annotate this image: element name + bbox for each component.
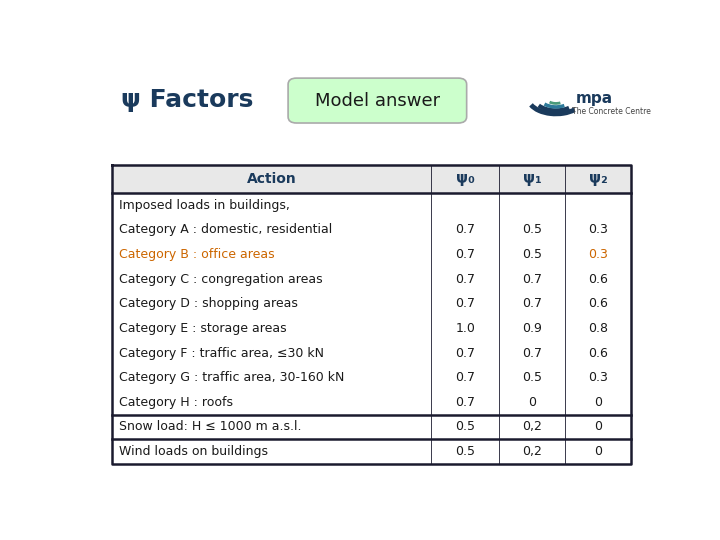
Text: 0.5: 0.5 [522,248,542,261]
Bar [112,267,631,292]
Text: Category H : roofs: Category H : roofs [119,396,233,409]
FancyBboxPatch shape [288,78,467,123]
Text: 0.7: 0.7 [522,273,542,286]
Text: 0: 0 [594,421,602,434]
Bar [112,165,631,193]
Text: 0,2: 0,2 [522,421,542,434]
Text: 0.3: 0.3 [588,248,608,261]
Text: ψ₂: ψ₂ [589,171,608,186]
Text: 0.5: 0.5 [522,371,542,384]
Text: Category B : office areas: Category B : office areas [119,248,274,261]
Text: Category A : domestic, residential: Category A : domestic, residential [119,224,332,237]
Bar [112,242,631,267]
Text: Category G : traffic area, 30-160 kN: Category G : traffic area, 30-160 kN [119,371,344,384]
Text: 0.3: 0.3 [588,224,608,237]
Text: 0: 0 [594,445,602,458]
Text: 0.7: 0.7 [455,248,475,261]
Text: 0.7: 0.7 [455,224,475,237]
Bar [112,292,631,316]
Text: ψ₀: ψ₀ [456,171,474,186]
Bar [112,440,631,464]
Text: Category F : traffic area, ≤30 kN: Category F : traffic area, ≤30 kN [119,347,324,360]
Text: 0.8: 0.8 [588,322,608,335]
Bar [112,366,631,390]
Text: 0.9: 0.9 [522,322,542,335]
Text: ψ Factors: ψ Factors [121,88,253,112]
Text: 0.6: 0.6 [588,347,608,360]
Text: 0.7: 0.7 [455,347,475,360]
Text: 0.6: 0.6 [588,298,608,310]
Text: Imposed loads in buildings,: Imposed loads in buildings, [119,199,290,212]
Bar [112,415,631,440]
Text: mpa: mpa [575,91,613,105]
Bar [112,218,631,242]
Text: 0.5: 0.5 [455,421,475,434]
Text: 0.7: 0.7 [455,371,475,384]
Text: 0.7: 0.7 [455,298,475,310]
Text: 0.7: 0.7 [522,298,542,310]
Text: 0: 0 [594,396,602,409]
Text: Model answer: Model answer [315,92,440,110]
Text: Wind loads on buildings: Wind loads on buildings [119,445,268,458]
Text: Category D : shopping areas: Category D : shopping areas [119,298,298,310]
Text: 0.5: 0.5 [455,445,475,458]
Text: Snow load: H ≤ 1000 m a.s.l.: Snow load: H ≤ 1000 m a.s.l. [119,421,302,434]
Text: 0.6: 0.6 [588,273,608,286]
Bar [112,390,631,415]
Text: 0: 0 [528,396,536,409]
Text: 0,2: 0,2 [522,445,542,458]
Text: Category E : storage areas: Category E : storage areas [119,322,287,335]
Text: 1.0: 1.0 [455,322,475,335]
Text: ψ₁: ψ₁ [523,171,541,186]
Text: Action: Action [247,172,297,186]
Bar [112,341,631,366]
Bar [112,193,631,218]
Text: 0.5: 0.5 [522,224,542,237]
Text: Category C : congregation areas: Category C : congregation areas [119,273,323,286]
Bar [112,316,631,341]
Text: The Concrete Centre: The Concrete Centre [572,107,650,116]
Text: 0.3: 0.3 [588,371,608,384]
Text: 0.7: 0.7 [455,396,475,409]
Text: 0.7: 0.7 [522,347,542,360]
Text: 0.7: 0.7 [455,273,475,286]
